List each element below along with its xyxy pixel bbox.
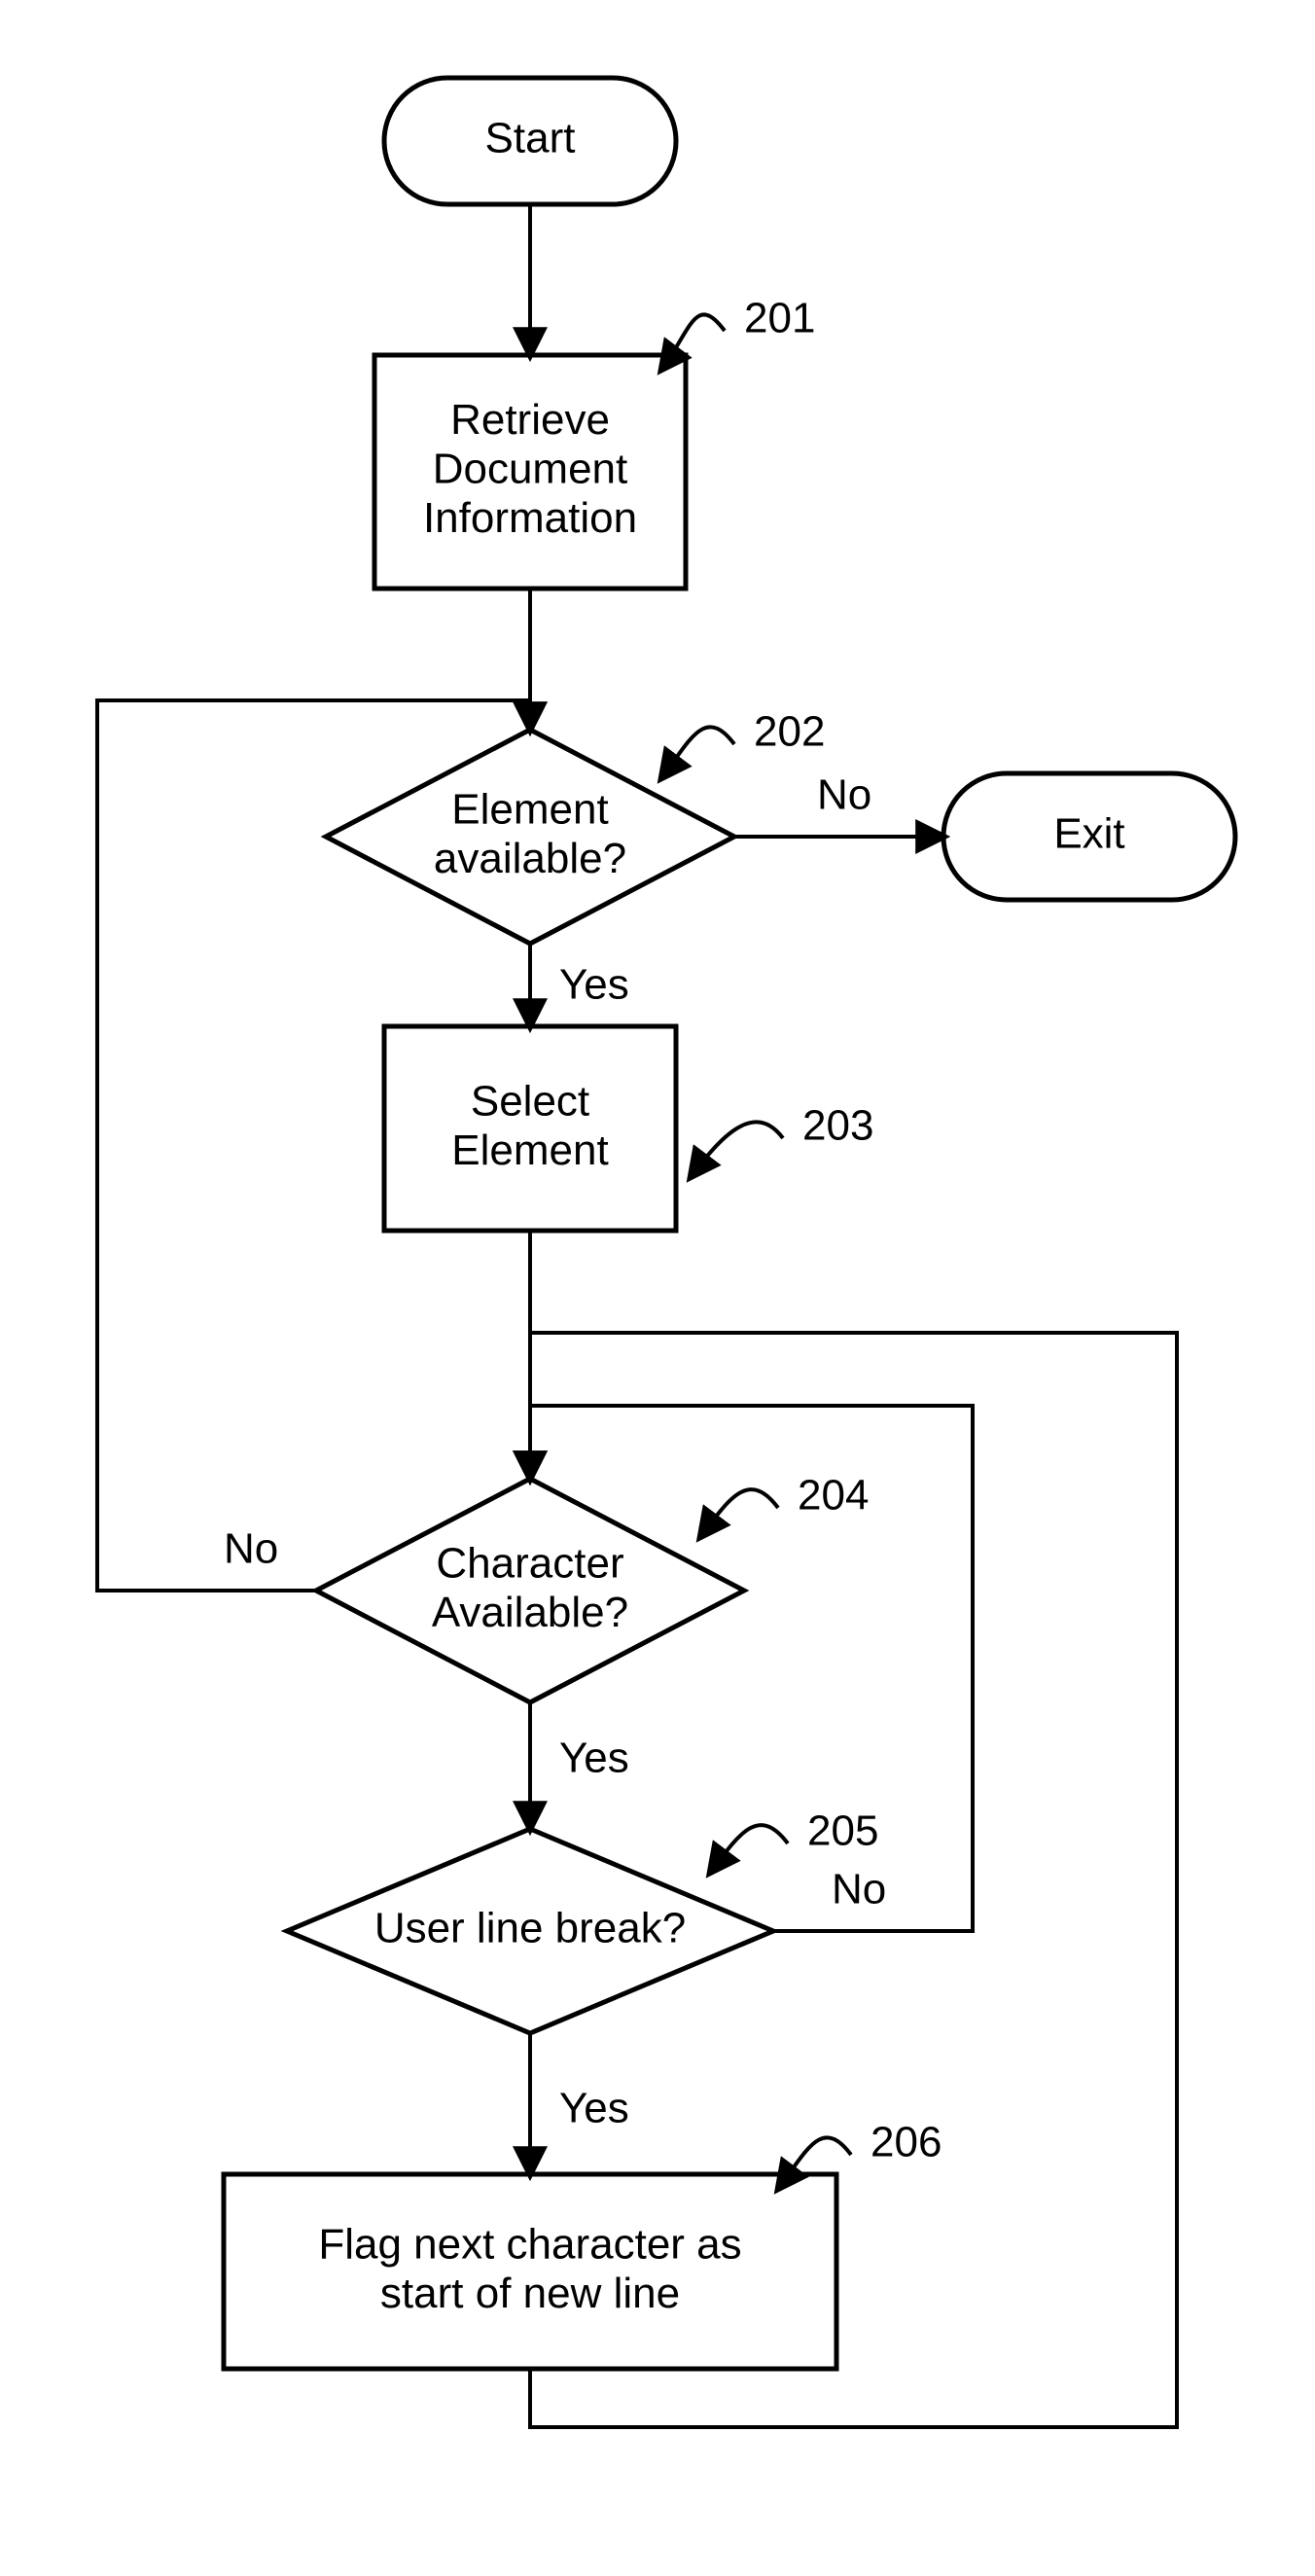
node-label-n201: Document <box>433 446 628 493</box>
node-label-d204: Available? <box>432 1589 628 1636</box>
ref-label-r201: 201 <box>744 295 815 342</box>
ref-leader-r205 <box>710 1825 788 1873</box>
ref-leader-r202 <box>661 727 734 778</box>
edge-label-2: No <box>817 771 871 819</box>
ref-leader-r206 <box>778 2137 851 2189</box>
ref-leader-r203 <box>691 1122 783 1177</box>
node-label-n206: start of new line <box>380 2270 680 2317</box>
ref-label-r204: 204 <box>798 1472 869 1520</box>
ref-leader-r201 <box>661 314 725 370</box>
node-label-n203: Element <box>451 1127 608 1174</box>
edge-label-5: No <box>224 1525 278 1573</box>
edge-label-6: Yes <box>559 1735 629 1782</box>
node-label-start: Start <box>485 115 576 162</box>
node-label-n201: Information <box>423 494 637 542</box>
node-label-n206: Flag next character as <box>318 2220 741 2268</box>
edge-label-7: No <box>832 1866 886 1914</box>
ref-label-r202: 202 <box>754 708 825 756</box>
node-label-d205: User line break? <box>374 1905 686 1952</box>
edge-label-8: Yes <box>559 2085 629 2132</box>
flowchart-diagram: StartRetrieveDocumentInformationElementa… <box>0 0 1315 2576</box>
ref-label-r203: 203 <box>802 1102 873 1150</box>
ref-label-r205: 205 <box>807 1807 878 1855</box>
node-label-d202: available? <box>434 835 626 882</box>
node-label-exit: Exit <box>1053 810 1124 858</box>
ref-label-r206: 206 <box>871 2119 942 2166</box>
node-label-d204: Character <box>436 1539 623 1587</box>
node-label-d202: Element <box>451 785 608 833</box>
ref-leader-r204 <box>700 1489 778 1537</box>
node-label-n201: Retrieve <box>450 396 610 444</box>
node-label-n203: Select <box>471 1077 589 1125</box>
edge-label-3: Yes <box>559 961 629 1009</box>
